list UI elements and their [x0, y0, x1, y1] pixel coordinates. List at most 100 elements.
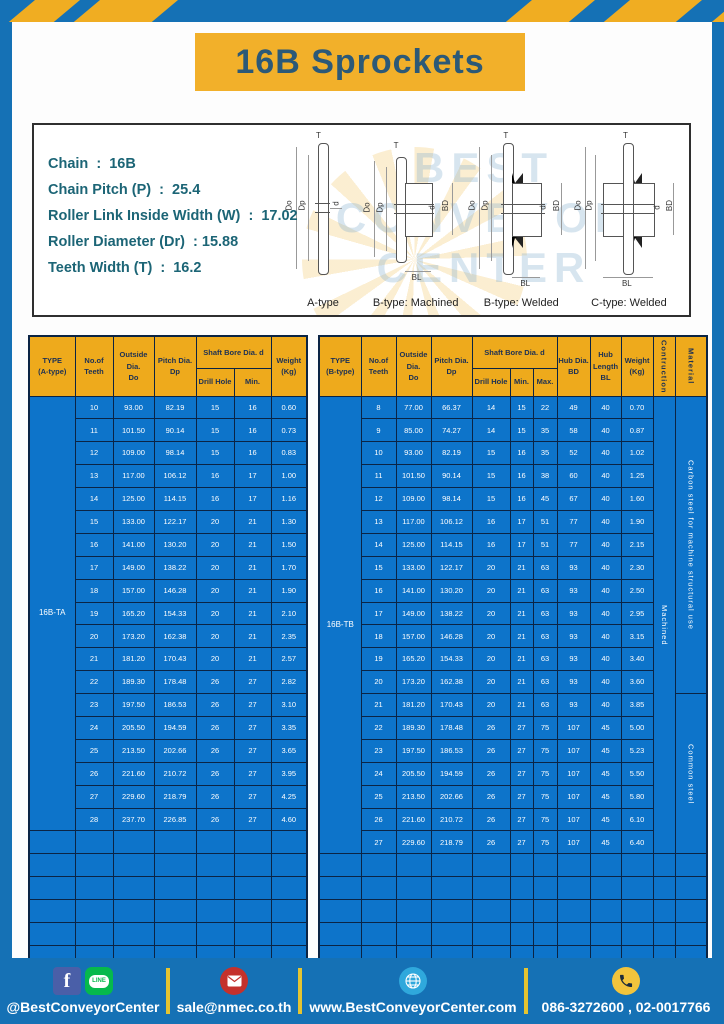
table-cell — [620, 853, 654, 878]
table-cell: 5.23 — [620, 738, 654, 763]
email-address[interactable]: sale@nmec.co.th — [176, 999, 292, 1015]
table-cell: 77 — [556, 532, 591, 557]
dim-label: BD — [440, 199, 450, 212]
table-cell: 21 — [509, 670, 534, 695]
sprocket-plate — [318, 143, 329, 275]
table-cell: 2.30 — [620, 555, 654, 580]
table-cell: 15 — [74, 509, 114, 534]
table-cell: 27 — [509, 784, 534, 809]
table-cell: 40 — [589, 693, 622, 717]
table-cell — [471, 876, 511, 901]
table-cell — [509, 853, 534, 878]
table-cell: 229.60 — [395, 830, 432, 855]
table-cell — [360, 853, 397, 878]
dim-line — [330, 208, 342, 209]
table-cell — [233, 830, 272, 855]
th-outside-dia: Outside Dia. Do — [112, 335, 155, 397]
social-handle[interactable]: @BestConveyorCenter — [6, 999, 160, 1015]
table-a-body: 16B-TA 10 93.00 82.19 15 16 0.60 11 101.50 90.14 1… — [28, 395, 308, 970]
table-cell: 122.17 — [430, 555, 473, 580]
table-cell: 101.50 — [395, 464, 432, 489]
table-cell: 35 — [532, 441, 558, 466]
table-cell: 27 — [233, 693, 272, 717]
table-cell: 3.10 — [270, 693, 308, 717]
table-cell: 60 — [556, 464, 591, 489]
table-cell: 27 — [509, 738, 534, 763]
table-row: 27 229.60 218.79 26 27 4.25 — [29, 784, 308, 809]
table-cell: 93 — [556, 578, 591, 603]
th-type: TYPE (B-type) — [318, 335, 362, 397]
table-cell: 82.19 — [153, 395, 197, 420]
table-cell: 26 — [195, 807, 235, 832]
globe-icon[interactable] — [399, 967, 427, 995]
table-cell: 141.00 — [395, 578, 432, 603]
table-cell — [270, 876, 308, 901]
website-url[interactable]: www.BestConveyorCenter.com — [309, 999, 517, 1015]
table-cell — [509, 899, 534, 923]
table-cell: 133.00 — [112, 509, 155, 534]
dim-label: d — [427, 205, 437, 210]
table-cell — [74, 830, 114, 855]
phone-icon[interactable] — [612, 967, 640, 995]
table-cell — [153, 876, 197, 901]
phone-numbers[interactable]: 086-3272600 , 02-0017766 — [541, 999, 711, 1015]
drawing-c-type-welded: T Do Dp d BD BL C-type: Welded — [574, 131, 681, 311]
table-cell: 4.60 — [270, 807, 308, 832]
table-cell: 21 — [509, 693, 534, 717]
facebook-icon[interactable]: f — [53, 967, 81, 995]
table-row: 24 205.50 194.59 26 27 75 107 45 5.50 — [319, 761, 707, 786]
table-cell: 19 — [74, 601, 114, 626]
footer-divider — [524, 968, 528, 1014]
line-icon[interactable]: LINE — [85, 967, 113, 995]
dim-line — [602, 277, 653, 278]
table-cell — [532, 853, 558, 878]
table-cell — [652, 876, 676, 901]
table-cell: 2.95 — [620, 601, 654, 626]
th-min: Min. — [509, 367, 534, 397]
table-cell: 10 — [74, 395, 114, 420]
table-cell: 149.00 — [395, 601, 432, 626]
table-cell — [556, 876, 591, 901]
footer-website[interactable]: www.BestConveyorCenter.com — [302, 958, 524, 1024]
table-cell — [153, 899, 197, 923]
table-cell: 1.70 — [270, 555, 308, 580]
table-cell: 221.60 — [112, 761, 155, 786]
table-cell: 40 — [589, 464, 622, 489]
table-cell: 122.17 — [153, 509, 197, 534]
table-cell: 26 — [74, 761, 114, 786]
table-row: 17 149.00 138.22 20 21 1.70 — [29, 555, 308, 580]
table-cell: 149.00 — [112, 555, 155, 580]
table-cell: 17 — [509, 509, 534, 534]
table-cell: 109.00 — [395, 487, 432, 511]
table-cell — [589, 853, 622, 878]
table-cell: 16 — [195, 464, 235, 489]
table-cell: 21 — [509, 647, 534, 672]
table-cell: 1.25 — [620, 464, 654, 489]
table-cell: 1.90 — [270, 578, 308, 603]
table-cell: 1.90 — [620, 509, 654, 534]
table-cell: 63 — [532, 693, 558, 717]
table-cell: 20 — [360, 670, 397, 695]
table-cell: 178.48 — [430, 715, 473, 740]
dim-line — [561, 183, 563, 235]
table-cell: 40 — [589, 670, 622, 695]
table-cell: 45 — [589, 761, 622, 786]
material-cell: Common steel — [674, 693, 708, 855]
table-cell — [195, 899, 235, 923]
footer-phone[interactable]: 086-3272600 , 02-0017766 — [528, 958, 724, 1024]
table-cell: 21 — [509, 578, 534, 603]
footer-social[interactable]: f LINE @BestConveyorCenter — [0, 958, 166, 1024]
table-cell: 63 — [532, 624, 558, 649]
table-cell: 17 — [74, 555, 114, 580]
email-icon[interactable] — [220, 967, 248, 995]
table-a-type: TYPE (A-type) No.of Teeth Outside Dia. D… — [28, 335, 308, 970]
footer-email[interactable]: sale@nmec.co.th — [170, 958, 298, 1024]
table-row: 12 109.00 98.14 15 16 0.83 — [29, 441, 308, 466]
table-cell: 93 — [556, 670, 591, 695]
table-cell: 26 — [195, 738, 235, 763]
table-cell: 98.14 — [430, 487, 473, 511]
table-cell: 210.72 — [153, 761, 197, 786]
table-cell: 63 — [532, 578, 558, 603]
table-cell — [674, 921, 708, 946]
table-cell: 13 — [74, 464, 114, 489]
